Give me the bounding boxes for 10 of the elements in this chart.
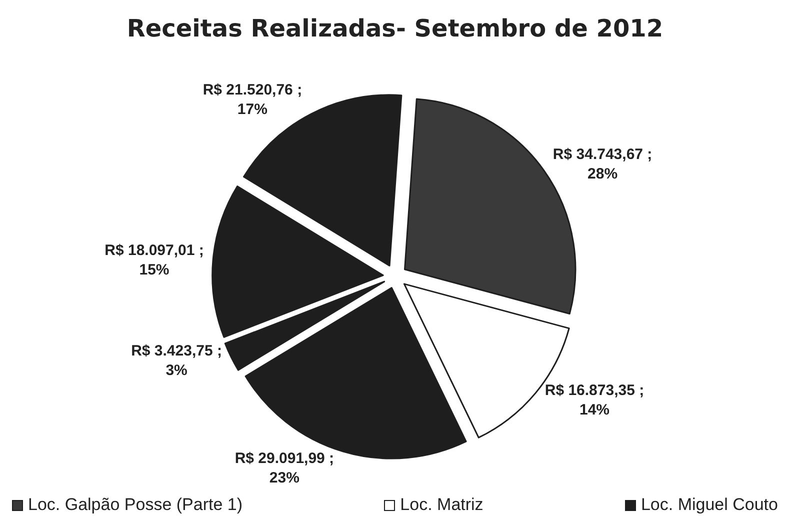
data-label: R$ 16.873,35 ; 14% — [544, 382, 644, 418]
legend-label: Loc. Matriz — [400, 495, 484, 515]
legend-label: Loc. Miguel Couto — [640, 495, 778, 515]
data-label: R$ 18.097,01 ; 15% — [104, 242, 204, 278]
chart-title: Receitas Realizadas- Setembro de 2012 — [126, 14, 664, 42]
data-label: R$ 21.520,76 ; 17% — [202, 81, 302, 118]
legend-label: Loc. Galpão Posse (Parte 1) — [28, 495, 243, 515]
data-label: R$ 29.091,99 ; 23% — [234, 450, 334, 487]
data-label: R$ 3.423,75 ; 3% — [131, 342, 222, 379]
data-label: R$ 34.743,67 ; 28% — [552, 146, 652, 182]
